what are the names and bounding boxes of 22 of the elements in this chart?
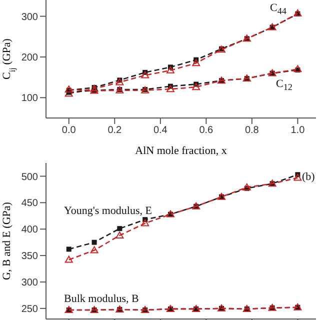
annotation: C$_{44}$ — [270, 2, 286, 18]
x-tick-label: 0.0 — [62, 125, 76, 136]
x-axis-title: AlN mole fraction, x — [135, 145, 228, 157]
y-tick-label: 200 — [21, 52, 38, 64]
y-tick-label: 350 — [21, 251, 38, 262]
annotation: C$_{12}$ — [276, 78, 292, 94]
y-axis-title: G, B and E (GPa) — [1, 202, 13, 280]
x-tick-label: 0.4 — [153, 125, 168, 136]
y-tick-label: 500 — [21, 172, 38, 183]
x-tick-label: 0.8 — [244, 125, 260, 136]
y-tick-label: 400 — [21, 224, 38, 236]
y-tick-label: 100 — [21, 93, 38, 104]
annotation: Young's modulus, E — [64, 205, 152, 217]
annotation: (b) — [302, 171, 315, 183]
y-tick-label: 250 — [21, 304, 38, 315]
y-tick-label: 300 — [21, 12, 38, 23]
x-tick-label: 1.0 — [290, 125, 306, 136]
annotation: Bulk modulus, B — [64, 293, 139, 305]
x-tick-label: 0.6 — [199, 125, 214, 136]
y-tick-label: 300 — [21, 278, 38, 289]
x-tick-label: 0.2 — [108, 125, 122, 136]
y-tick-label: 450 — [21, 198, 38, 210]
